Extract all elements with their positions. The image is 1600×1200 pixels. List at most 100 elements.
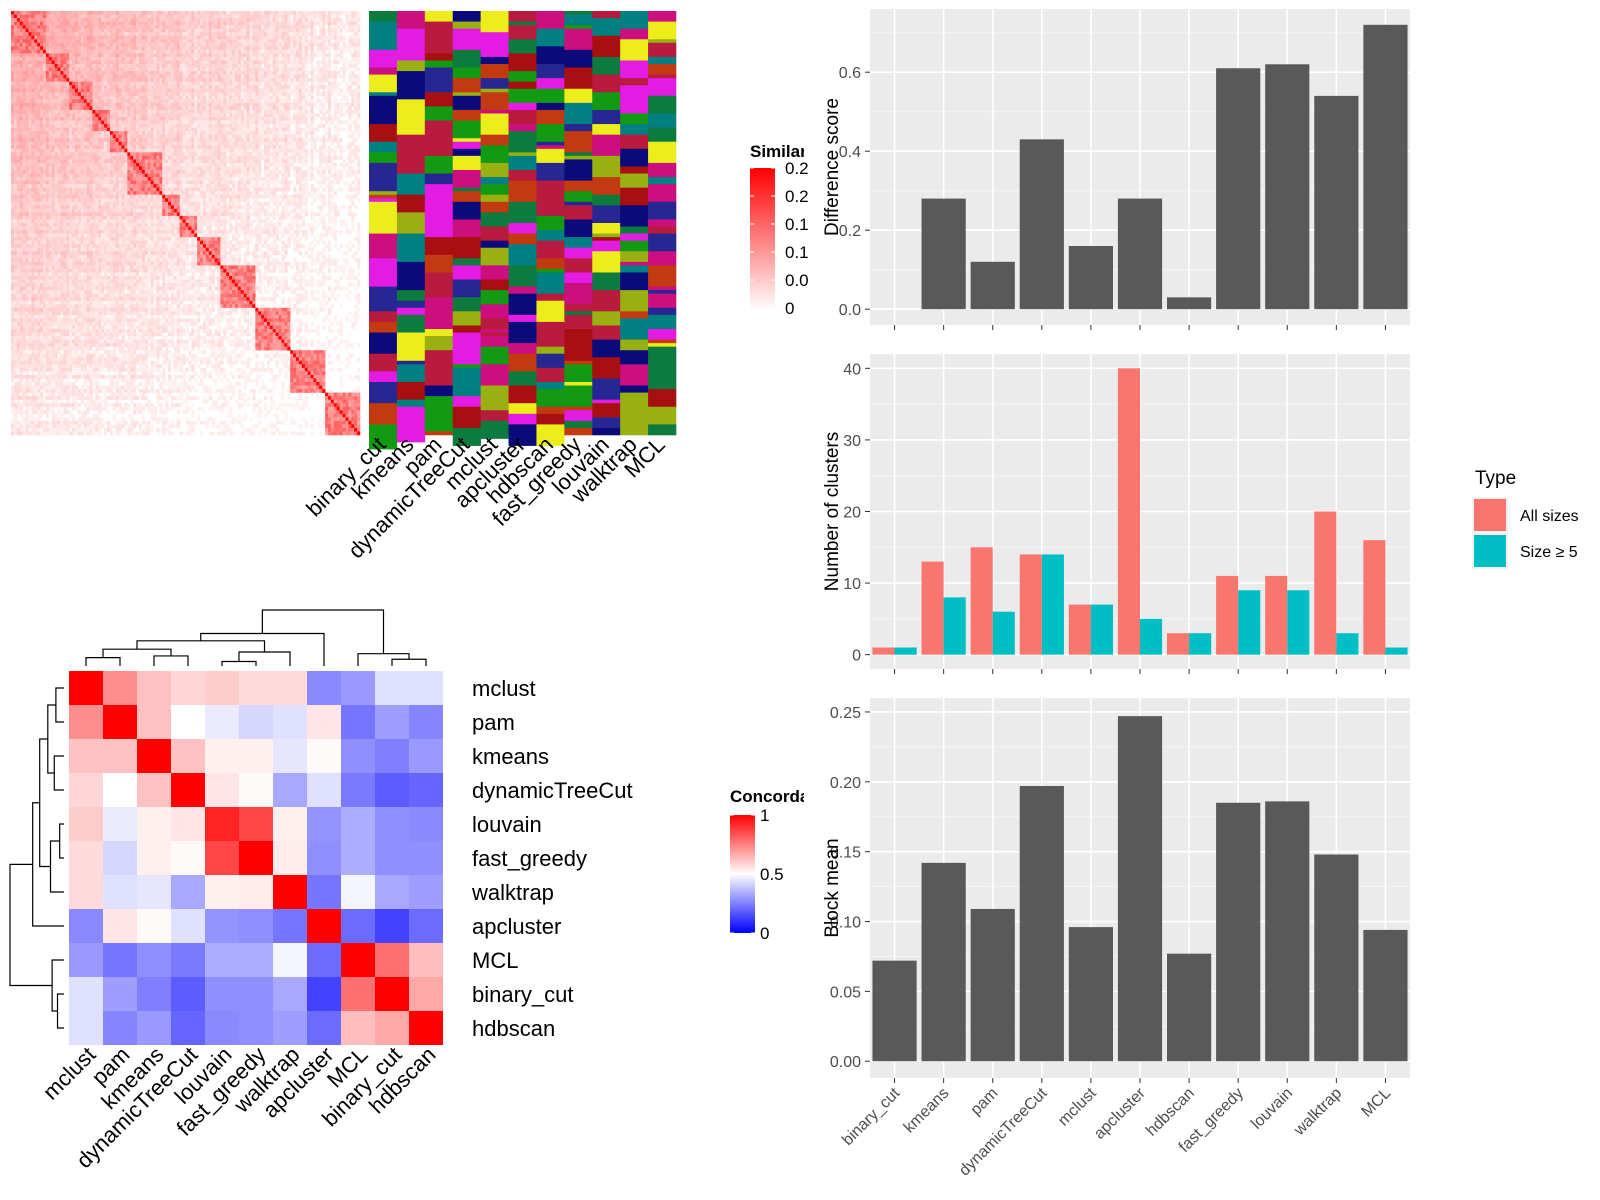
concordance-cell (273, 943, 307, 977)
y-tick-label: 0.05 (830, 984, 861, 1001)
concordance-cell (171, 977, 205, 1011)
concordance-cell (239, 739, 273, 773)
y-tick-label: 0.00 (830, 1054, 861, 1071)
concordance-cell (103, 773, 137, 807)
concordance-row-label: walktrap (471, 880, 554, 905)
concordance-legend-title: Concordance (730, 787, 839, 806)
column-dendrogram-link (153, 655, 189, 666)
concordance-cell (341, 875, 375, 909)
concordance-cell (205, 739, 239, 773)
bar-size-ge5 (1090, 604, 1113, 655)
concordance-cell (375, 841, 409, 875)
concordance-cell (375, 705, 409, 739)
similarity-legend-title: Similarity (750, 142, 827, 161)
x-tick-label: walktrap (1290, 1085, 1345, 1140)
concordance-cell (69, 671, 103, 705)
bar (970, 908, 1015, 1062)
concordance-legend-ticks: 10.50 (730, 806, 784, 943)
concordance-cell (409, 671, 443, 705)
similarity-legend-label: 0.2 (785, 159, 809, 178)
concordance-cell (375, 875, 409, 909)
row-dendrogram-link (32, 802, 64, 927)
concordance-cell (205, 943, 239, 977)
concordance-cell (375, 1011, 409, 1045)
concordance-row-label: hdbscan (472, 1016, 555, 1041)
similarity-legend-label: 0.2 (785, 187, 809, 206)
bar-all-sizes (1314, 511, 1337, 655)
similarity-color-bar (750, 168, 775, 310)
concordance-heatmap (69, 671, 443, 1045)
concordance-cell (137, 841, 171, 875)
y-axis-label: Number of clusters (822, 432, 843, 591)
concordance-cell (409, 875, 443, 909)
similarity-legend-ticks: 0.2 0.2 0.1 0.1 0.0 0 (750, 159, 809, 318)
concordance-cell (103, 841, 137, 875)
concordance-cell (307, 841, 341, 875)
y-tick-label: 0.6 (839, 65, 861, 82)
concordance-cell (307, 807, 341, 841)
concordance-cell (171, 875, 205, 909)
concordance-cell (409, 909, 443, 943)
row-dendrogram-link (53, 755, 64, 791)
concordance-legend-label: 0 (760, 924, 769, 943)
concordance-cell (205, 807, 239, 841)
concordance-cell (239, 773, 273, 807)
y-tick-label: 40 (843, 361, 861, 378)
concordance-cell (103, 807, 137, 841)
bar-all-sizes (1167, 633, 1190, 655)
bar-size-ge5 (1287, 590, 1310, 655)
x-tick-label: dynamicTreeCut (956, 1084, 1051, 1179)
concordance-cell (341, 739, 375, 773)
concordance-row-label: fast_greedy (472, 846, 587, 871)
concordance-cell (409, 1011, 443, 1045)
bar (1167, 297, 1212, 310)
bar-size-ge5 (1238, 590, 1261, 655)
concordance-row-label: pam (472, 710, 515, 735)
size-ge5-legend-label: Size ≥ 5 (1520, 544, 1578, 561)
x-tick-label: apcluster (1091, 1084, 1149, 1142)
column-dendrogram-link (221, 660, 257, 666)
concordance-row-label: binary_cut (472, 982, 574, 1007)
concordance-cell (137, 943, 171, 977)
concordance-cell (375, 943, 409, 977)
similarity-legend-label: 0 (785, 299, 794, 318)
concordance-cell (205, 875, 239, 909)
bar (1117, 716, 1163, 1062)
concordance-row-label: apcluster (472, 914, 561, 939)
concordance-cell (375, 807, 409, 841)
bar (1167, 953, 1212, 1062)
concordance-cell (409, 841, 443, 875)
concordance-cell (273, 671, 307, 705)
row-dendrogram-link (55, 687, 64, 723)
bar-all-sizes (1117, 368, 1140, 655)
bar (1314, 95, 1359, 310)
block-mean-chart: 0.00 0.05 0.10 0.15 0.20 0.25 Block mean binary… (822, 698, 1410, 1179)
bar-size-ge5 (894, 647, 917, 655)
y-axis-label: Difference score (822, 98, 843, 236)
column-dendrogram-link (238, 651, 291, 666)
cluster-assignment-heatmap (369, 11, 677, 450)
concordance-cell (409, 807, 443, 841)
concordance-row-label: louvain (472, 812, 542, 837)
x-tick-label: MCL (1358, 1085, 1394, 1121)
bar-size-ge5 (1189, 633, 1212, 655)
concordance-cell (341, 1011, 375, 1045)
concordance-cell (273, 1011, 307, 1045)
concordance-cell (137, 977, 171, 1011)
concordance-row-label: MCL (472, 948, 518, 973)
concordance-cell (375, 773, 409, 807)
concordance-cell (307, 977, 341, 1011)
concordance-cell (137, 807, 171, 841)
concordance-cell (239, 977, 273, 1011)
difference-score-chart: 0.0 0.2 0.4 0.6 Difference score (822, 9, 1410, 330)
concordance-cell (273, 807, 307, 841)
similarity-legend: Similarity 0.2 0.2 0.1 0.1 0.0 0 (750, 142, 827, 318)
column-dendrogram-link (85, 657, 121, 666)
concordance-cell (103, 739, 137, 773)
similarity-legend-label: 0.1 (785, 215, 809, 234)
bar (1068, 927, 1113, 1062)
concordance-row-label: mclust (472, 676, 536, 701)
bar (1216, 802, 1261, 1062)
bar (872, 960, 917, 1062)
